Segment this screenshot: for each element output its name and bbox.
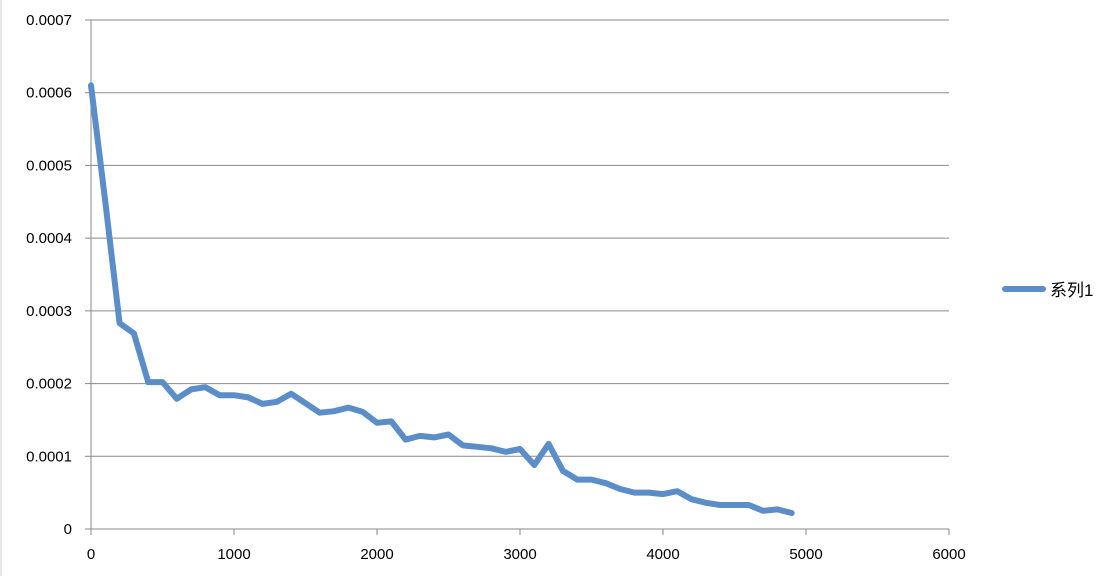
axes [85,19,950,535]
legend-swatch-series-1 [1002,285,1046,292]
x-tick-label-3: 3000 [503,546,536,563]
y-tick-label-1: 0.0001 [26,448,72,465]
y-tick-label-0: 0 [64,521,72,538]
y-tick-label-7: 0.0007 [26,12,72,29]
y-tick-label-5: 0.0005 [26,157,72,174]
gridlines [91,19,949,457]
series-lines [88,82,795,516]
legend: 系列1 [1002,276,1093,301]
x-tick-label-1: 1000 [217,546,250,563]
x-axis-tick-labels: 0 1000 2000 3000 4000 5000 6000 [87,546,966,563]
x-tick-label-2: 2000 [360,546,393,563]
y-tick-label-4: 0.0004 [26,230,72,247]
x-tick-label-5: 5000 [789,546,822,563]
y-tick-label-2: 0.0002 [26,376,72,393]
y-tick-label-6: 0.0006 [26,85,72,102]
x-tick-label-0: 0 [87,546,95,563]
series-line-1 [88,82,795,516]
x-tick-label-6: 6000 [932,546,965,563]
x-tick-label-4: 4000 [646,546,679,563]
legend-label-series-1: 系列1 [1050,281,1094,300]
y-axis-tick-labels: 0 0.0001 0.0002 0.0003 0.0004 0.0005 0.0006 0.0… [26,12,72,538]
y-tick-label-3: 0.0003 [26,303,72,320]
